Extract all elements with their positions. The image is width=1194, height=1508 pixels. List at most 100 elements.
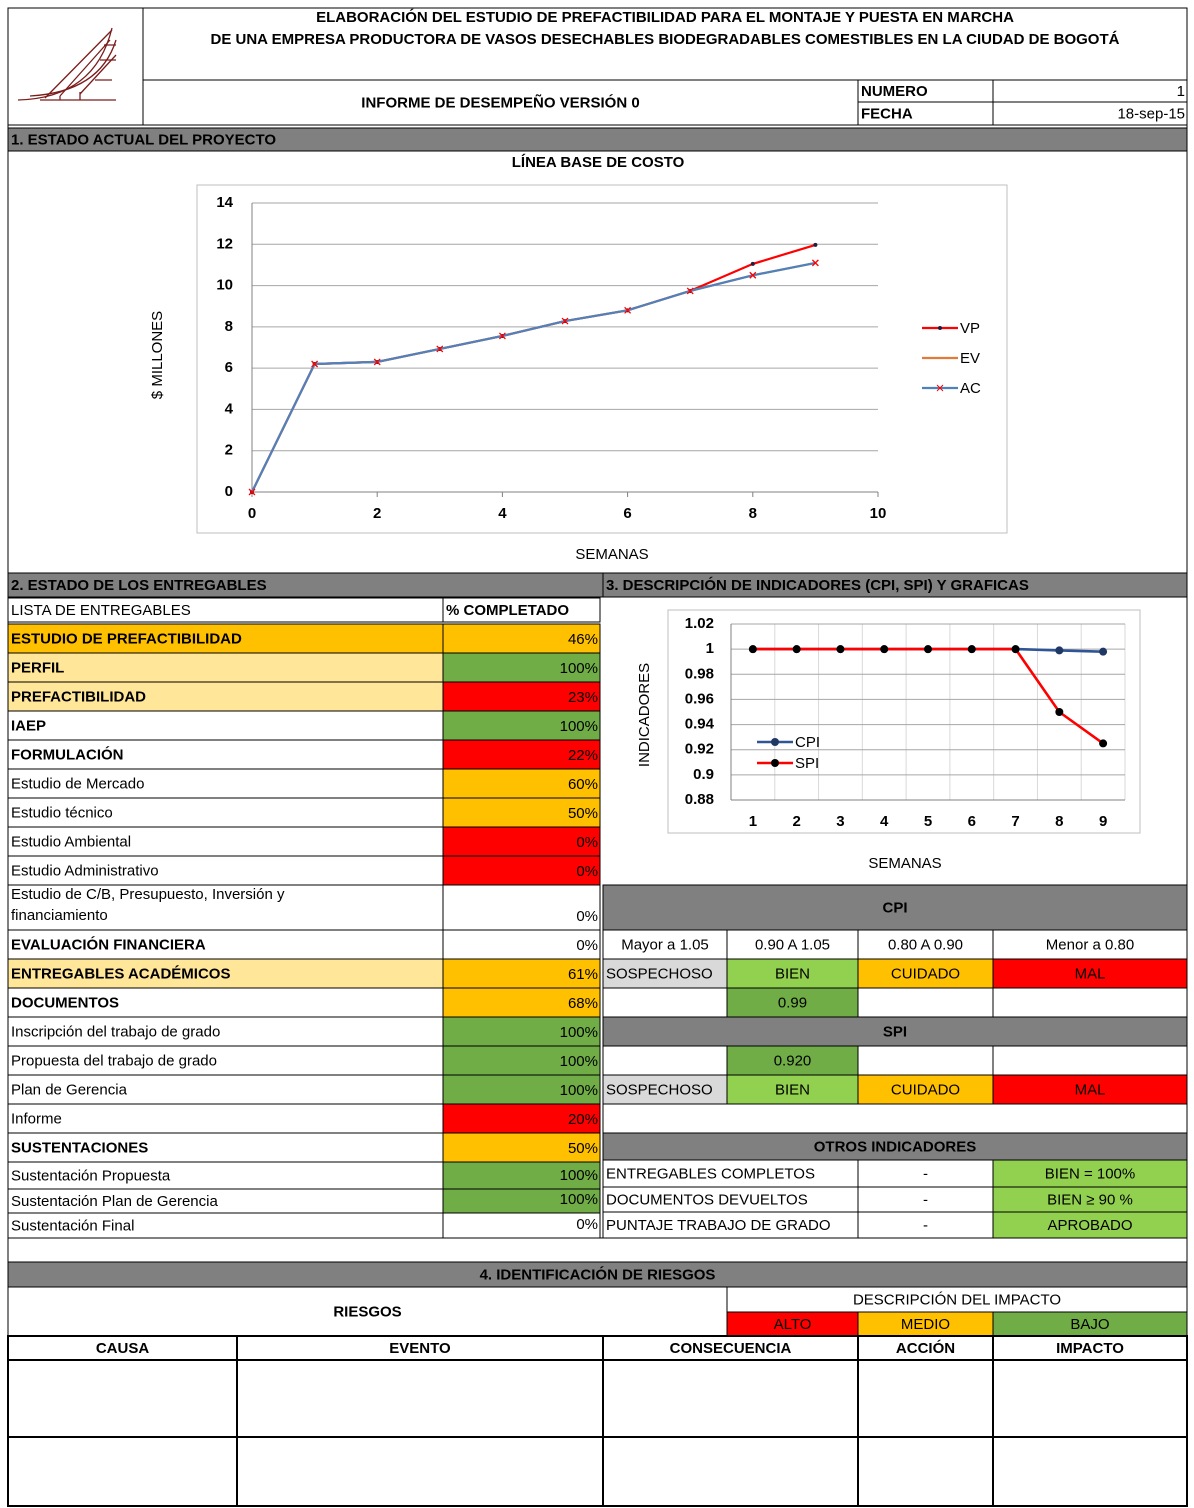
deliverable-name: SUSTENTACIONES [11,1139,148,1156]
x-tick-label: 4 [498,505,507,522]
column-header: CAUSA [96,1340,150,1357]
field-label: NUMERO [861,83,928,100]
cell [7,1335,238,1361]
legend-marker [771,759,779,767]
cell [442,1016,601,1047]
impact-level: BAJO [1070,1316,1109,1333]
section-title: SPI [883,1023,907,1040]
y-tick-label: 2 [225,442,233,459]
cell [442,768,601,799]
x-tick-label: 8 [1055,813,1063,830]
title: ELABORACIÓN DEL ESTUDIO DE PREFACTIBILID… [316,8,1014,26]
cell [442,1132,601,1163]
deliverable-name: ESTUDIO DE PREFACTIBILIDAD [11,630,242,647]
x-tick-label: 1 [749,813,757,830]
x-tick-label: 2 [373,505,381,522]
cell [7,623,444,654]
cell [442,884,601,931]
cell [602,1045,728,1076]
cell [7,652,444,683]
cell [442,1188,601,1214]
cell [992,958,1188,989]
cell [726,1045,859,1076]
report-title: INFORME DE DESEMPEÑO VERSIÓN 0 [361,93,639,111]
point [748,645,757,654]
point [561,317,569,325]
logo-lines [44,29,117,99]
cell [857,958,994,989]
cell [442,1074,601,1105]
x-tick-label: 7 [1011,813,1019,830]
cell [442,681,601,712]
indicator-name: PUNTAJE TRABAJO DE GRADO [606,1217,830,1234]
impact-level: ALTO [774,1316,812,1333]
y-tick-label: 0.9 [693,766,714,783]
y-tick-label: 12 [216,235,233,252]
y-tick-label: 1.02 [685,615,714,632]
cell [7,1103,444,1134]
deliverable-percent: 100% [560,660,598,677]
point [967,645,976,654]
deliverable-percent: 100% [560,718,598,735]
cell [442,739,601,770]
cell [7,1161,444,1190]
indicator-value: - [923,1217,928,1234]
deliverable-name: financiamiento [11,907,108,924]
status: BIEN [775,965,810,982]
point [248,488,256,496]
risk-label: RIESGOS [333,1303,401,1320]
x-axis-label: SEMANAS [868,855,941,872]
x-tick-label: 10 [870,505,887,522]
impact-title: DESCRIPCIÓN DEL IMPACTO [853,1291,1061,1308]
x-tick-label: 5 [924,813,932,830]
y-tick-label: 8 [225,318,233,335]
x-tick-label: 9 [1099,813,1107,830]
cell [7,1212,444,1239]
column-header: ACCIÓN [896,1339,955,1357]
field-value: 18-sep-15 [1117,105,1185,122]
deliverable-percent: 100% [560,1024,598,1041]
section-bar [7,1261,1188,1288]
cell [857,929,994,960]
point [373,358,381,366]
x-tick-label: 8 [749,505,757,522]
point [749,271,757,279]
indicator-name: DOCUMENTOS DEVUELTOS [606,1191,808,1208]
cell [442,855,601,886]
x-tick-label: 4 [880,813,889,830]
risk-cell [236,1359,604,1438]
deliverable-name: PREFACTIBILIDAD [11,688,146,705]
cell [602,1211,859,1239]
deliverable-percent: 0% [576,863,598,880]
title: DE UNA EMPRESA PRODUCTORA DE VASOS DESEC… [211,31,1120,48]
cell [726,1074,859,1105]
cell [992,987,1188,1018]
cell [442,797,601,828]
y-tick-label: 4 [225,400,234,417]
y-tick-label: 0 [225,483,233,500]
point [624,306,632,314]
section-bar [602,1016,1188,1047]
risk-cell [7,1436,238,1507]
indicator-value: - [923,1191,928,1208]
x-tick-label: 2 [792,813,800,830]
cell [7,987,444,1018]
deliverable-percent: 0% [576,1216,598,1233]
cell [602,1159,859,1188]
deliverable-name: Informe [11,1110,62,1127]
risk-cell [7,1359,238,1438]
cell [992,1045,1188,1076]
cell [442,623,601,654]
cell [442,929,601,960]
cell [992,101,1188,126]
point [1011,645,1020,654]
status: MAL [1075,965,1106,982]
deliverable-name: Inscripción del trabajo de grado [11,1023,220,1040]
indicator-value: 0.920 [774,1052,812,1069]
column-header: CONSECUENCIA [670,1340,792,1357]
indicator-target: APROBADO [1047,1217,1132,1234]
cell [726,1311,859,1337]
indicator-value: - [923,1165,928,1182]
status: SOSPECHOSO [606,965,713,982]
